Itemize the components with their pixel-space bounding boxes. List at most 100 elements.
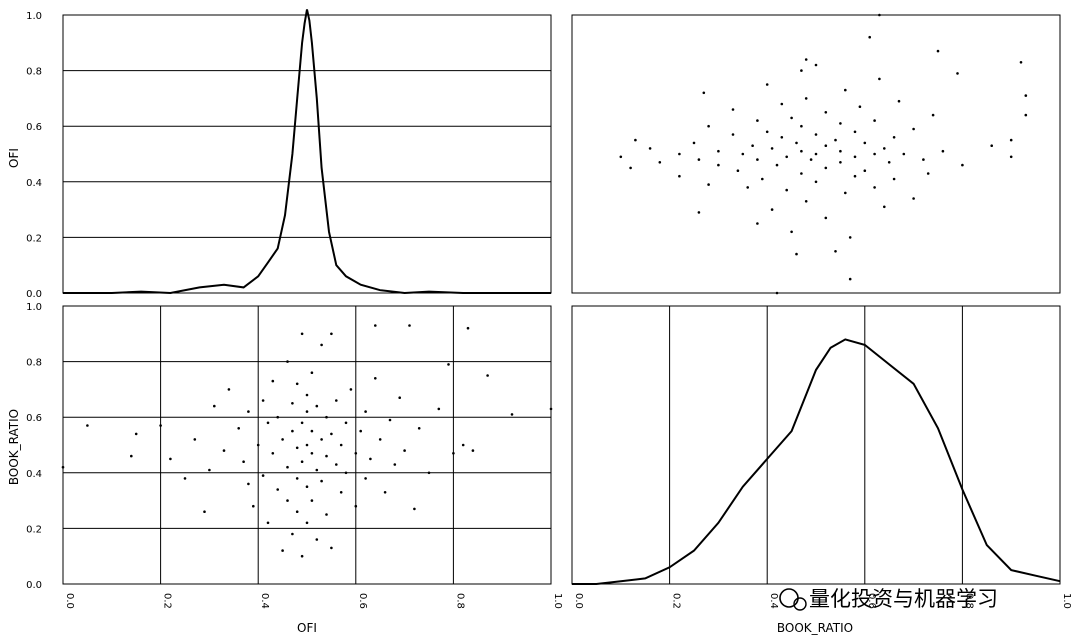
scatter-point bbox=[795, 141, 798, 145]
scatter-point bbox=[291, 532, 294, 536]
scatter-point bbox=[717, 149, 720, 153]
scatter-point bbox=[447, 363, 450, 366]
scatter-point bbox=[765, 130, 769, 134]
scatter-point bbox=[408, 324, 411, 327]
scatter-point bbox=[286, 360, 289, 363]
scatter-point bbox=[844, 88, 847, 92]
scatter-point bbox=[339, 491, 343, 494]
scatter-point bbox=[247, 482, 250, 486]
scatter-point bbox=[276, 488, 280, 491]
y-axis-label-book-ratio: BOOK_RATIO bbox=[7, 409, 21, 485]
scatter-point bbox=[256, 443, 260, 447]
scatter-point bbox=[878, 77, 881, 81]
scatter-point bbox=[834, 250, 837, 253]
scatter-point bbox=[300, 421, 304, 425]
scatter-point bbox=[936, 49, 940, 53]
scatter-point bbox=[354, 504, 358, 508]
scatter-point bbox=[795, 252, 798, 256]
scatter-point bbox=[629, 166, 632, 170]
wechat-icon bbox=[779, 588, 799, 608]
scatter-point bbox=[902, 152, 906, 156]
scatter-point bbox=[678, 174, 681, 178]
scatter-point bbox=[378, 438, 382, 441]
scatter-point bbox=[193, 438, 197, 441]
y-tick-label: 0.0 bbox=[26, 289, 42, 300]
watermark-text: 量化投资与机器学习 bbox=[809, 587, 998, 611]
scatter-point bbox=[692, 141, 696, 145]
scatter-point bbox=[731, 108, 735, 111]
scatter-point bbox=[892, 177, 896, 181]
scatter-point bbox=[452, 452, 455, 455]
scatter-point bbox=[320, 343, 323, 347]
scatter-point bbox=[697, 158, 701, 161]
scatter-point bbox=[271, 452, 275, 455]
panel-ofi-vs-book-ratio bbox=[571, 13, 1061, 295]
scatter-point bbox=[247, 410, 250, 413]
scatter-point bbox=[824, 144, 828, 147]
scatter-point bbox=[912, 127, 915, 131]
scatter-point bbox=[897, 99, 901, 103]
scatter-point bbox=[364, 477, 367, 480]
scatter-point bbox=[315, 538, 319, 541]
scatter-point bbox=[770, 208, 774, 211]
scatter-point bbox=[800, 149, 803, 153]
y-tick-label: 0.2 bbox=[26, 524, 42, 535]
scatter-point bbox=[873, 119, 876, 122]
scatter-point bbox=[814, 133, 818, 136]
panel-frame bbox=[571, 305, 1061, 585]
scatter-point bbox=[227, 388, 231, 391]
scatter-point bbox=[266, 521, 270, 525]
scatter-point bbox=[61, 465, 65, 469]
scatter-point bbox=[756, 158, 759, 161]
scatter-point bbox=[775, 291, 779, 295]
scatter-point bbox=[707, 183, 710, 186]
scatter-point bbox=[354, 452, 358, 455]
scatter-point bbox=[159, 424, 162, 427]
scatter-point bbox=[834, 138, 837, 142]
scatter-point bbox=[1019, 61, 1023, 64]
panel-ofi-density bbox=[62, 9, 552, 295]
scatter-point bbox=[956, 72, 959, 75]
scatter-point bbox=[335, 463, 338, 466]
x-axis-label-book-ratio: BOOK_RATIO bbox=[777, 621, 853, 635]
scatter-point bbox=[883, 147, 886, 150]
scatter-point bbox=[276, 415, 280, 419]
scatter-point bbox=[1009, 138, 1013, 142]
scatter-point bbox=[790, 116, 793, 120]
panel-book-ratio-vs-ofi bbox=[61, 305, 553, 585]
scatter-point bbox=[369, 457, 372, 461]
wechat-icon-bubble bbox=[793, 597, 807, 611]
scatter-point bbox=[271, 379, 275, 383]
scatter-point bbox=[756, 222, 759, 225]
scatter-point bbox=[130, 454, 133, 458]
scatter-point bbox=[305, 410, 309, 413]
scatter-point bbox=[330, 546, 333, 550]
scatter-point bbox=[208, 468, 211, 472]
scatter-point bbox=[417, 427, 421, 430]
scatter-point bbox=[222, 449, 226, 452]
x-axis-label-ofi: OFI bbox=[297, 621, 317, 635]
scatter-point bbox=[765, 83, 769, 86]
y-tick-label: 0.6 bbox=[26, 413, 42, 424]
scatter-point bbox=[887, 161, 891, 164]
scatter-point bbox=[780, 136, 784, 139]
scatter-point bbox=[237, 427, 240, 430]
scatter-point bbox=[804, 58, 808, 61]
panel-frame bbox=[571, 14, 1061, 294]
scatter-point bbox=[1024, 94, 1028, 97]
scatter-point bbox=[549, 407, 553, 411]
scatter-point bbox=[300, 332, 304, 336]
y-tick-label: 0.6 bbox=[26, 122, 42, 133]
scatter-point bbox=[1024, 113, 1028, 117]
panel-frame bbox=[62, 14, 552, 294]
scatter-point bbox=[266, 421, 270, 425]
scatter-point bbox=[824, 166, 828, 170]
scatter-point bbox=[486, 374, 489, 377]
scatter-point bbox=[702, 91, 706, 95]
scatter-point bbox=[295, 382, 299, 386]
scatter-point bbox=[717, 163, 720, 167]
scatter-point bbox=[291, 429, 294, 433]
scatter-point bbox=[300, 460, 304, 464]
y-tick-label: 0.4 bbox=[26, 469, 42, 480]
scatter-point bbox=[330, 332, 333, 336]
